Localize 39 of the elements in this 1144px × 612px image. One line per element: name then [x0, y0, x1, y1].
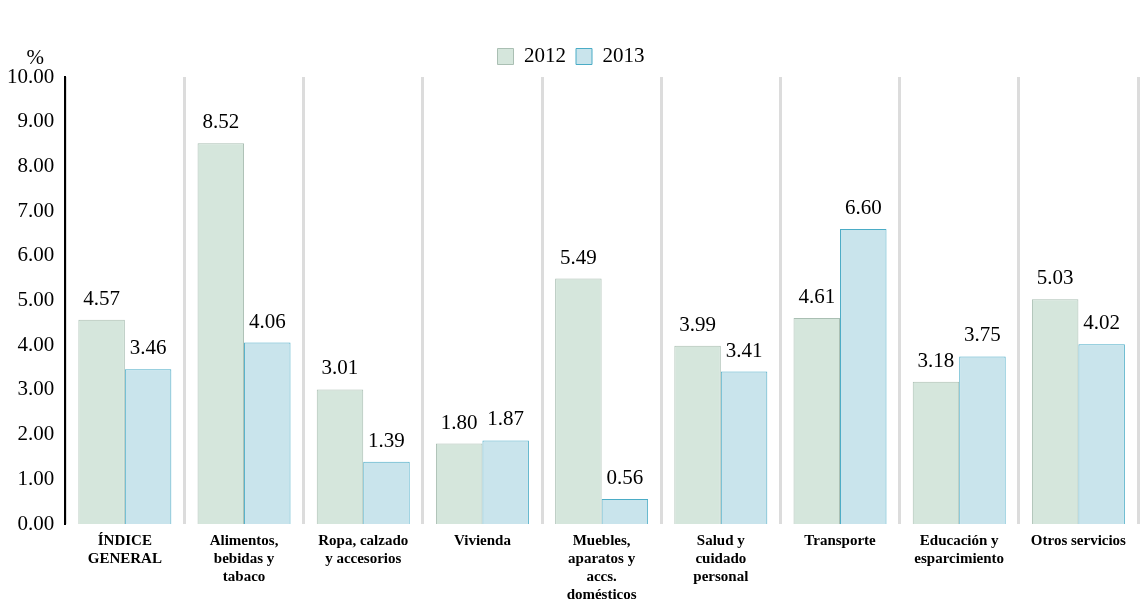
y-tick-label: 9.00: [17, 108, 55, 133]
y-tick-label: 7.00: [17, 197, 55, 222]
x-tick-label: Vivienda: [453, 531, 512, 548]
data-label: 3.46: [129, 335, 167, 360]
y-tick-label: 8.00: [17, 152, 55, 177]
data-label: 4.02: [1083, 310, 1121, 335]
data-label: 3.01: [321, 355, 359, 380]
data-label: 1.87: [487, 406, 525, 431]
data-label: 3.75: [964, 322, 1001, 347]
y-tick-label: 5.00: [17, 287, 55, 312]
y-tick-label: 1.00: [17, 465, 55, 490]
x-tick-label: Ropa, calzado y accesorios: [318, 531, 409, 566]
x-tick-label: Salud y cuidado personal: [693, 531, 749, 584]
legend-label: 2012: [524, 43, 566, 68]
data-label: 6.60: [844, 195, 882, 219]
data-label: 4.06: [248, 308, 286, 333]
data-label: 5.49: [560, 244, 597, 269]
y-tick-label: 3.00: [17, 376, 55, 401]
data-label: 8.52: [202, 109, 240, 134]
data-label: 3.41: [725, 337, 763, 362]
data-label: 0.56: [606, 464, 644, 489]
x-tick-label: Muebles, aparatos y accs. domésticos: [566, 531, 637, 602]
x-tick-label: Otros servicios: [1030, 531, 1127, 548]
y-tick-label: 4.00: [17, 331, 55, 356]
data-label: 5.03: [1036, 265, 1074, 290]
data-label: 1.80: [440, 409, 478, 434]
data-label: 1.39: [368, 427, 405, 452]
data-label: 3.99: [679, 311, 716, 336]
legend-label: 2013: [602, 43, 645, 68]
x-tick-label: Transporte: [804, 531, 877, 548]
data-label: 4.61: [798, 283, 836, 308]
x-tick-label: ÍNDICE GENERAL: [87, 531, 162, 566]
data-label: 4.57: [83, 285, 120, 310]
x-tick-label: Alimentos, bebidas y tabaco: [209, 531, 279, 584]
y-tick-label: 6.00: [17, 242, 55, 267]
x-tick-label: Educación y esparcimiento: [914, 531, 1005, 566]
data-label: 3.18: [917, 347, 955, 372]
y-tick-label: 2.00: [17, 421, 55, 446]
y-tick-label: 0.00: [17, 510, 55, 535]
